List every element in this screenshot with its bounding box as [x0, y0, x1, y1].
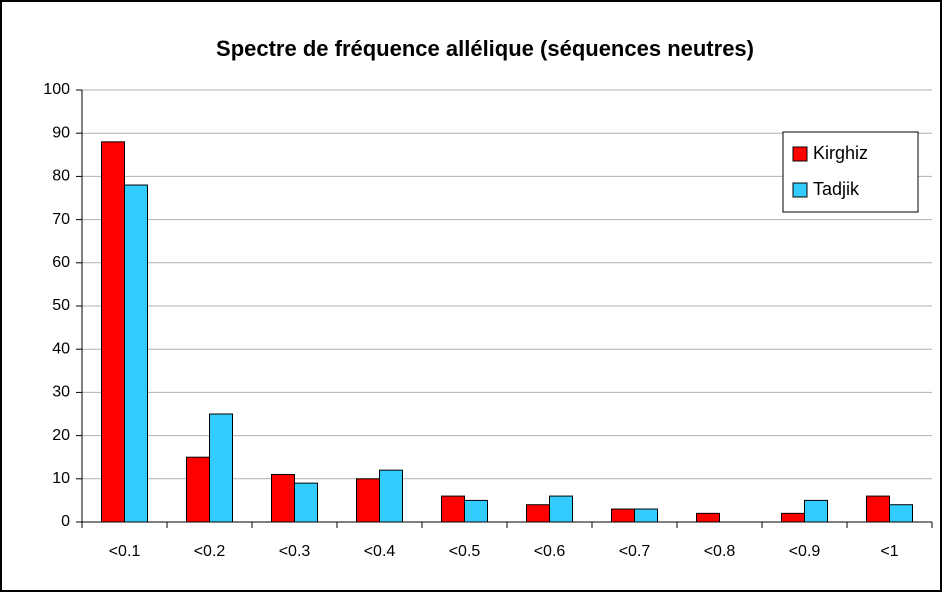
x-tick-label: <0.7 — [619, 543, 651, 560]
x-tick-label: <1 — [880, 543, 898, 560]
bar — [209, 413, 233, 523]
legend-swatch — [792, 182, 808, 198]
bar — [464, 499, 488, 523]
chart-title: Spectre de fréquence allélique (séquence… — [216, 36, 754, 61]
y-tick-label: 40 — [52, 340, 70, 357]
x-tick-label: <0.8 — [704, 543, 736, 560]
bar — [611, 508, 635, 523]
bar — [101, 141, 125, 523]
y-tick-label: 30 — [52, 384, 70, 401]
y-tick-label: 10 — [52, 470, 70, 487]
bar — [356, 478, 380, 523]
bar — [379, 469, 403, 523]
bar — [549, 495, 573, 523]
y-tick-label: 60 — [52, 254, 70, 271]
bar — [186, 456, 210, 523]
x-tick-label: <0.3 — [279, 543, 311, 560]
bar — [696, 512, 720, 523]
y-tick-label: 90 — [52, 124, 70, 141]
x-tick-label: <0.9 — [789, 543, 821, 560]
bar — [866, 495, 890, 523]
y-tick-label: 100 — [43, 81, 70, 98]
bar — [124, 184, 148, 523]
y-tick-label: 80 — [52, 168, 70, 185]
bar — [271, 473, 295, 523]
x-tick-label: <0.1 — [109, 543, 141, 560]
x-tick-label: <0.4 — [364, 543, 396, 560]
bar — [526, 504, 550, 523]
y-tick-label: 20 — [52, 427, 70, 444]
x-tick-label: <0.6 — [534, 543, 566, 560]
y-tick-label: 50 — [52, 297, 70, 314]
legend-box — [782, 131, 919, 213]
x-tick-label: <0.2 — [194, 543, 226, 560]
legend-label: Kirghiz — [813, 143, 868, 163]
legend-swatch — [792, 146, 808, 162]
bar — [889, 504, 913, 523]
bar — [634, 508, 658, 523]
bar — [441, 495, 465, 523]
x-tick-label: <0.5 — [449, 543, 481, 560]
y-tick-label: 0 — [61, 513, 70, 530]
bar — [804, 499, 828, 523]
y-tick-label: 70 — [52, 211, 70, 228]
legend-label: Tadjik — [813, 179, 860, 199]
bar — [781, 512, 805, 523]
bar — [294, 482, 318, 523]
